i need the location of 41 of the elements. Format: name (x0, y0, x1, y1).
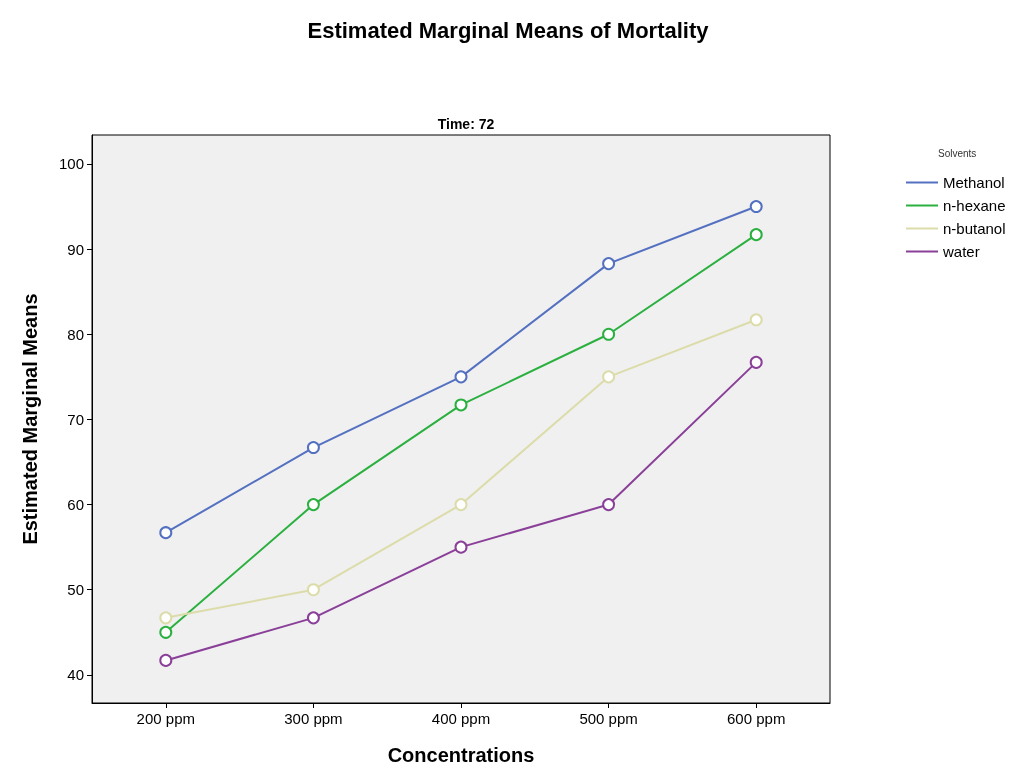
y-tick-label: 40 (67, 666, 84, 684)
point (602, 327, 616, 341)
y-tick-label: 100 (58, 155, 84, 173)
legend-label: Methanol (943, 174, 1005, 191)
x-tick-label: 200 ppm (136, 710, 195, 727)
point (306, 611, 320, 625)
point (602, 257, 616, 271)
x-tick-label: 300 ppm (284, 710, 343, 727)
y-tick-label: 80 (67, 325, 84, 343)
point (454, 398, 468, 412)
y-tick-label: 70 (67, 410, 84, 428)
chart-title: Estimated Marginal Means of Mortality (307, 17, 710, 43)
point (159, 625, 173, 639)
legend-title: Solvents (938, 147, 977, 159)
point (454, 540, 468, 554)
x-tick-label: 500 ppm (579, 710, 638, 727)
legend-label: water (942, 243, 980, 260)
x-tick-label: 400 ppm (431, 710, 491, 727)
point (602, 498, 616, 512)
point (159, 526, 173, 540)
point (159, 611, 173, 625)
point (454, 370, 468, 384)
x-tick-label: 600 ppm (727, 710, 786, 727)
legend-label: n-butanol (943, 220, 1006, 237)
point (749, 355, 763, 369)
point (306, 583, 320, 597)
point (749, 313, 763, 327)
point (749, 228, 763, 242)
point (306, 441, 320, 455)
y-tick-label: 60 (67, 496, 84, 514)
y-axis-title: Estimated Marginal Means (19, 293, 41, 545)
y-tick-label: 50 (67, 581, 84, 599)
point (602, 370, 616, 384)
point (454, 498, 468, 512)
point (306, 498, 320, 512)
y-tick-label: 90 (67, 240, 84, 258)
legend-label: n-hexane (943, 197, 1006, 214)
point (159, 653, 173, 667)
point (749, 200, 763, 214)
x-axis-title: Concentrations (387, 744, 535, 766)
chart-subtitle: Time: 72 (437, 116, 495, 132)
